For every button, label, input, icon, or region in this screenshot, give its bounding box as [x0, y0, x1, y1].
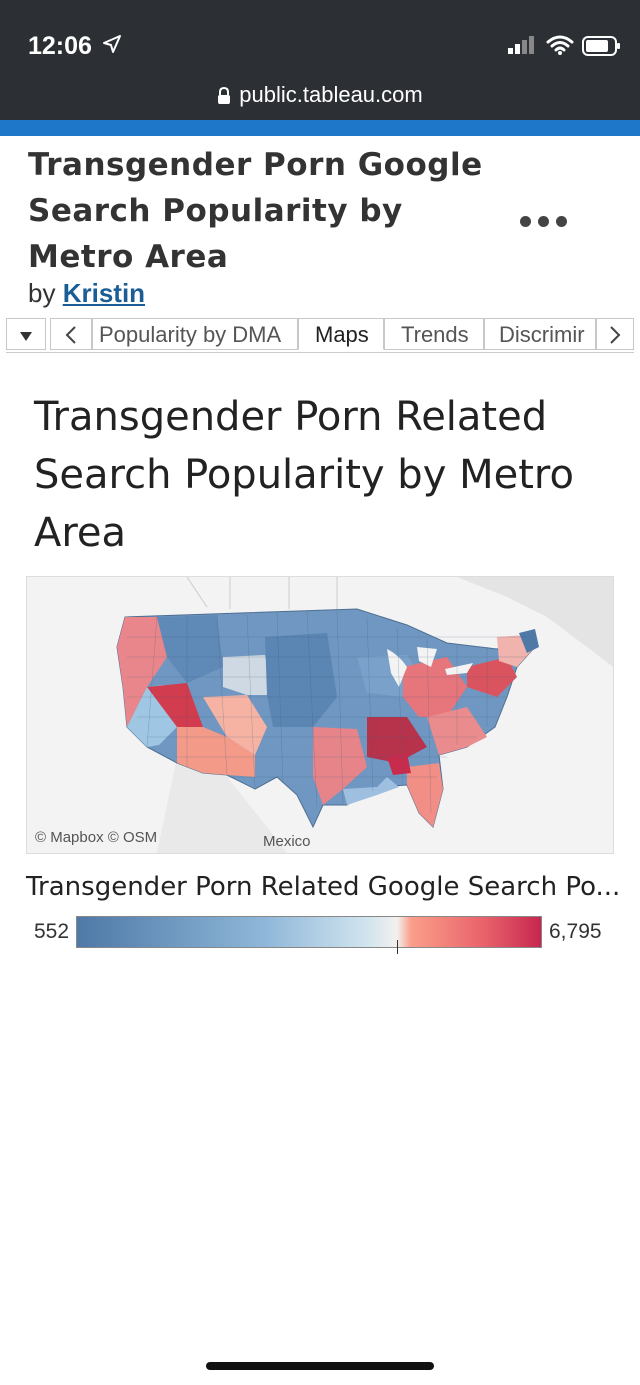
tab-maps[interactable]: Maps	[298, 318, 384, 350]
url-text: public.tableau.com	[239, 82, 423, 107]
chevron-right-icon	[610, 326, 621, 344]
chevron-left-icon	[65, 326, 76, 344]
dashboard-title: Transgender Porn Related Search Populari…	[34, 394, 574, 556]
tab-trends[interactable]: Trends	[384, 318, 484, 350]
tab-menu-dropdown[interactable]	[6, 318, 46, 350]
color-legend-bar	[76, 916, 542, 948]
us-choropleth-map[interactable]: © Mapbox © OSM Mexico	[26, 576, 614, 854]
tab-popularity-by-dma[interactable]: Popularity by DMA	[92, 318, 298, 350]
location-arrow-icon	[103, 35, 121, 53]
tab-scroll-right[interactable]	[596, 318, 634, 350]
legend-max-value: 6,795	[549, 920, 602, 943]
address-bar[interactable]: public.tableau.com	[0, 82, 640, 108]
map-canvas	[27, 577, 613, 853]
map-label-mexico: Mexico	[263, 833, 311, 850]
cellular-signal-icon	[508, 36, 534, 54]
battery-icon	[582, 36, 620, 56]
legend-title: Transgender Porn Related Google Search P…	[26, 872, 621, 902]
status-time: 12:06	[28, 32, 92, 60]
lock-icon	[218, 87, 231, 105]
home-indicator[interactable]	[206, 1362, 434, 1370]
tab-scroll-left[interactable]	[50, 318, 92, 350]
byline-prefix: by	[28, 278, 56, 308]
tab-discrimination[interactable]: Discrimir	[484, 318, 596, 350]
byline: by Kristin	[28, 278, 145, 309]
more-options-icon[interactable]	[520, 214, 580, 234]
viz-title: Transgender Porn Google Search Popularit…	[28, 147, 483, 275]
sheet-tab-bar: Popularity by DMA Maps Trends Discrimir	[6, 318, 634, 353]
wifi-icon	[546, 35, 574, 55]
legend-min-value: 552	[34, 920, 70, 943]
legend-midpoint-tick	[397, 940, 398, 954]
caret-down-icon	[20, 332, 32, 341]
author-link[interactable]: Kristin	[62, 278, 146, 308]
status-bar: 12:06 public.tableau.com	[0, 0, 640, 120]
map-credits[interactable]: © Mapbox © OSM	[35, 829, 158, 846]
tableau-header-bar	[0, 120, 640, 136]
